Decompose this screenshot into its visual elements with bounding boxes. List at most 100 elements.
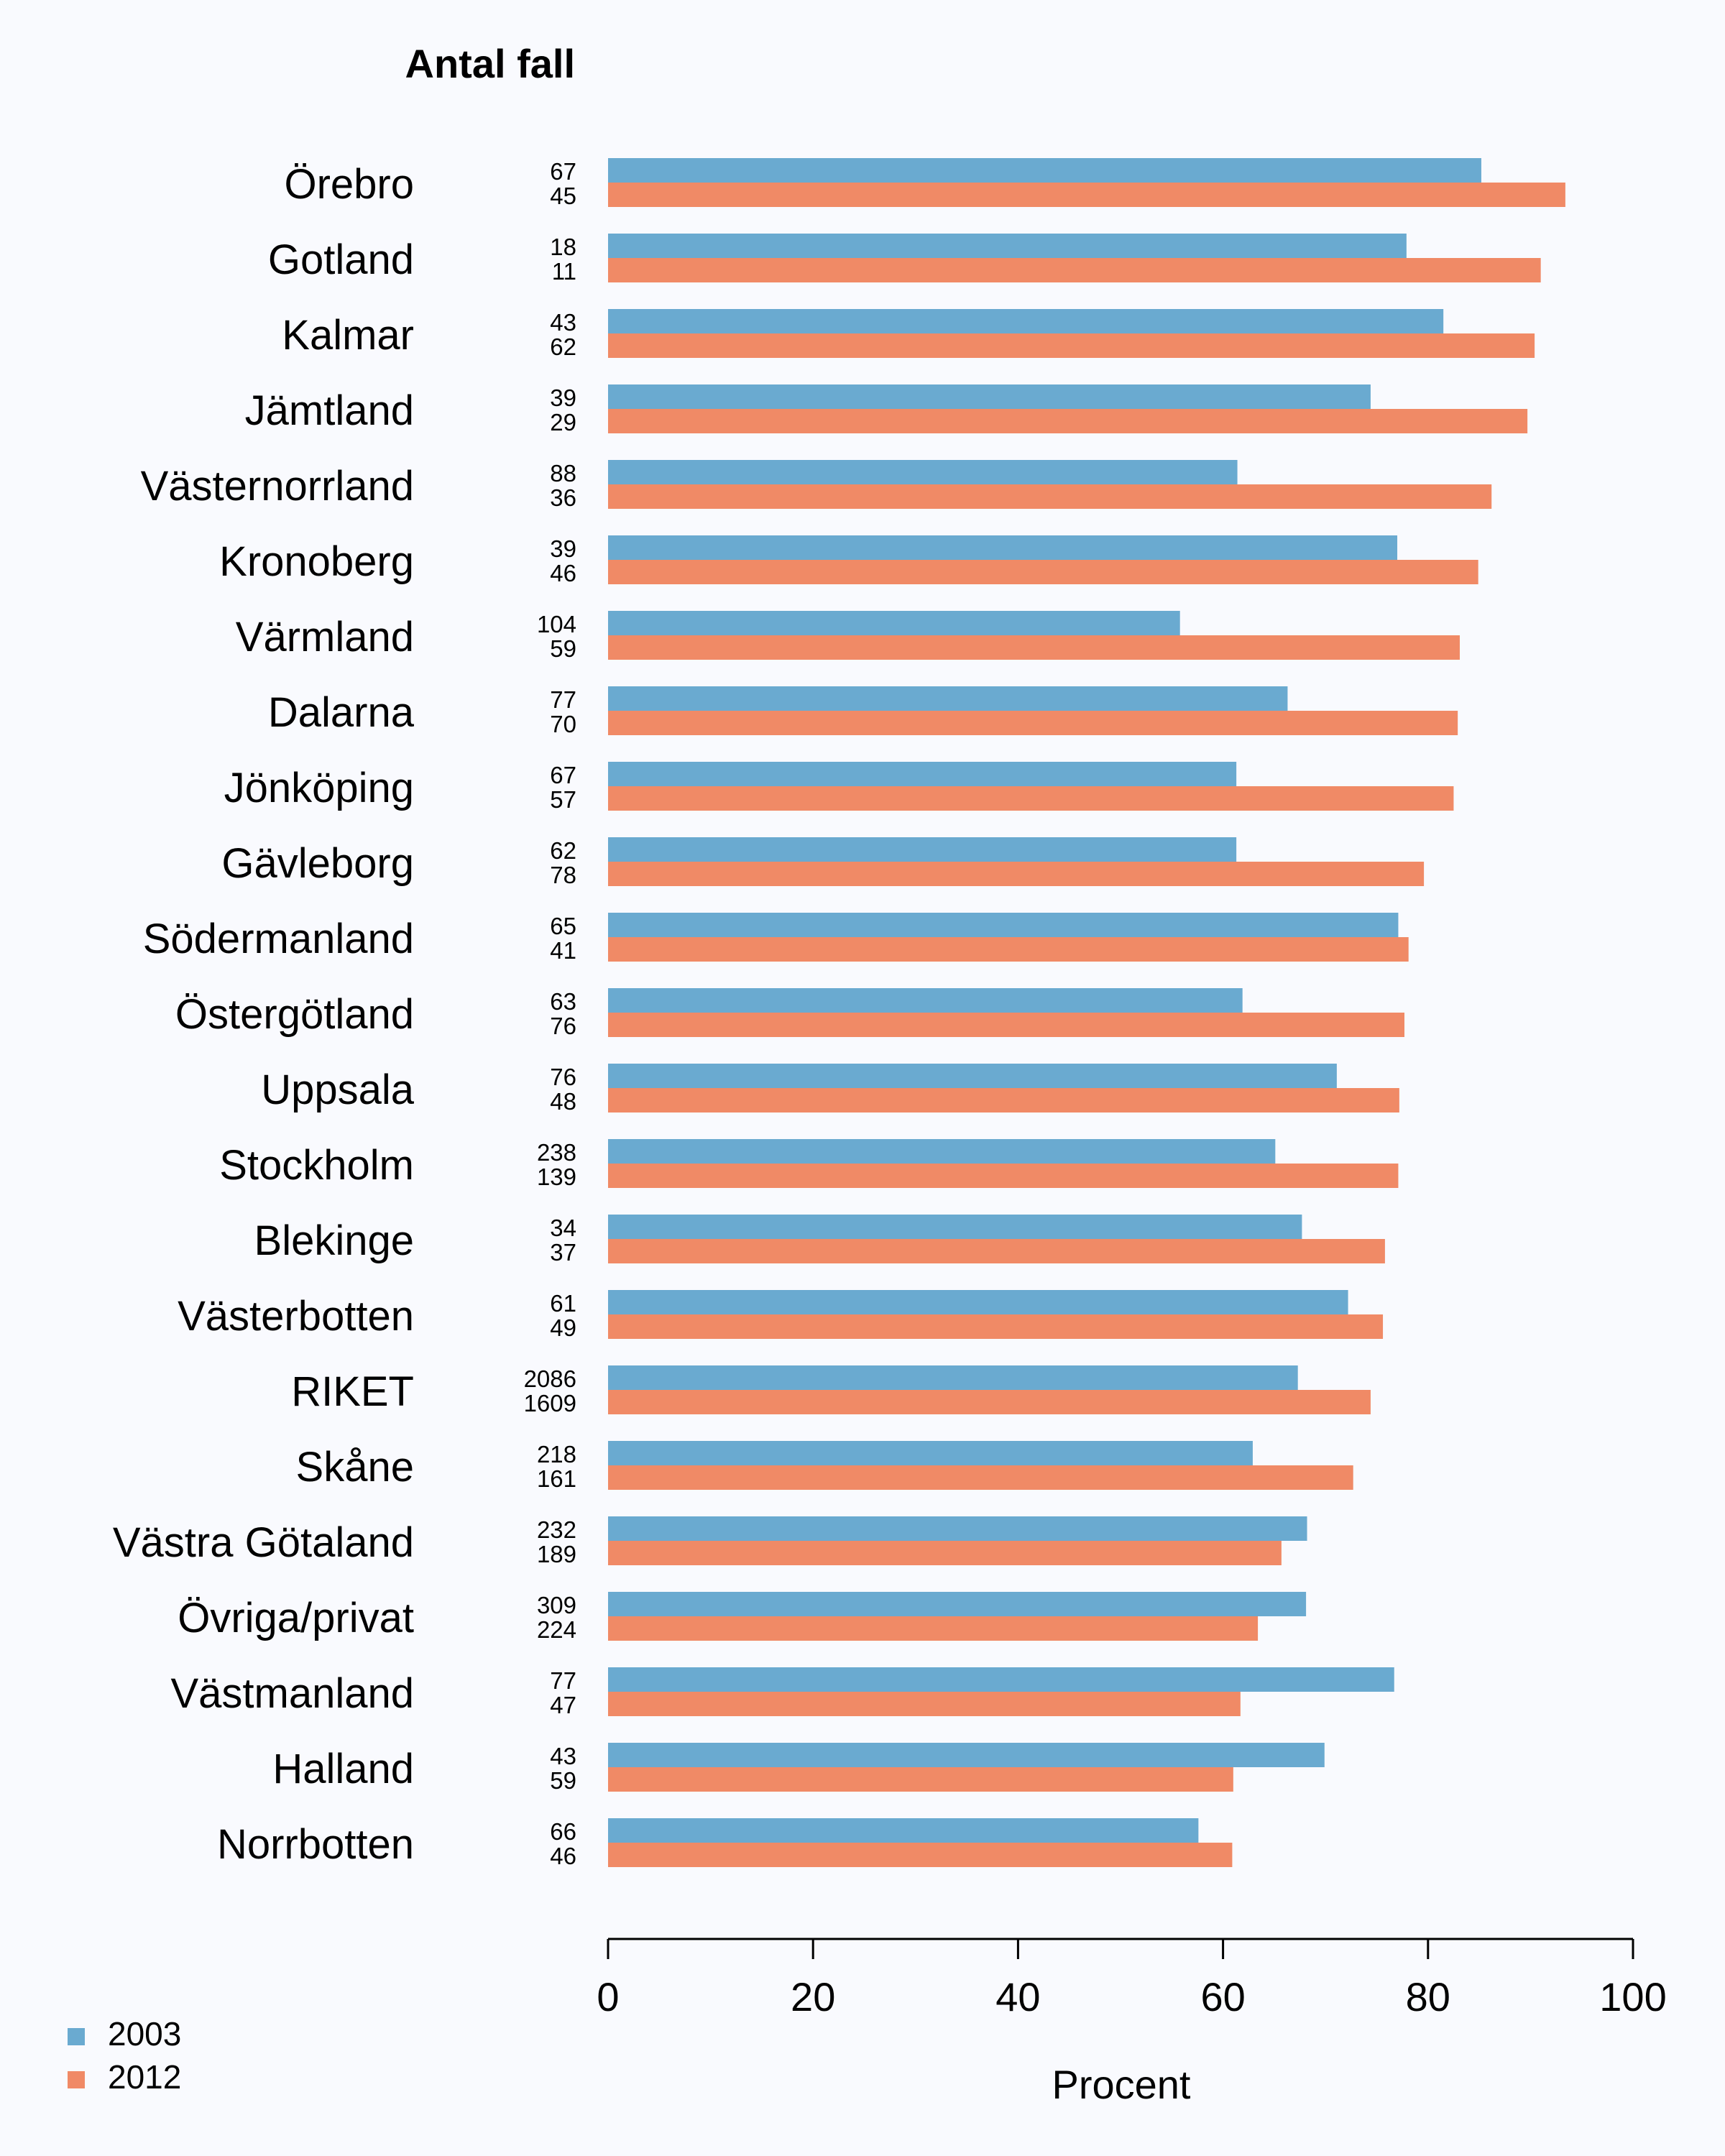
count-label-dalarna-2012: 70 [550,711,576,737]
count-label-västra-götaland-2012: 189 [537,1541,576,1567]
legend-swatch-2012 [68,2071,85,2088]
bar-jämtland-2003 [608,384,1371,409]
category-label-riket: RIKET [291,1368,414,1415]
count-label-jämtland-2012: 29 [550,409,576,436]
x-tick-label-40: 40 [995,1974,1040,2019]
count-label-västernorrland-2003: 88 [550,460,576,487]
bar-södermanland-2012 [608,937,1409,962]
count-label-östergötland-2003: 63 [550,988,576,1015]
x-axis-label: Procent [1052,2062,1191,2107]
count-label-jönköping-2012: 57 [550,786,576,813]
count-label-västernorrland-2012: 36 [550,484,576,511]
count-label-blekinge-2012: 37 [550,1239,576,1266]
count-label-värmland-2012: 59 [550,635,576,662]
category-label-kalmar: Kalmar [282,312,414,359]
category-label-gävleborg: Gävleborg [221,840,414,887]
bar-jämtland-2012 [608,409,1528,433]
category-label-dalarna: Dalarna [268,689,415,736]
count-label-skåne-2012: 161 [537,1465,576,1492]
category-label-kronoberg: Kronoberg [219,538,414,585]
count-label-norrbotten-2003: 66 [550,1818,576,1845]
bar-skåne-2012 [608,1465,1353,1490]
count-label-kalmar-2003: 43 [550,309,576,336]
count-label-örebro-2012: 45 [550,183,576,209]
count-label-gävleborg-2003: 62 [550,837,576,864]
bar-kronoberg-2012 [608,560,1478,584]
count-label-värmland-2003: 104 [537,611,576,637]
count-label-kronoberg-2003: 39 [550,535,576,562]
bar-östergötland-2012 [608,1013,1405,1037]
category-label-jönköping: Jönköping [224,765,414,811]
count-label-örebro-2003: 67 [550,158,576,185]
count-label-jämtland-2003: 39 [550,384,576,411]
bar-uppsala-2003 [608,1064,1337,1088]
count-label-stockholm-2012: 139 [537,1164,576,1190]
category-label-örebro: Örebro [284,161,414,208]
count-label-gotland-2012: 11 [552,258,576,285]
x-axis: 0 20 40 60 80 100 [597,1938,1667,2019]
bar-halland-2012 [608,1767,1233,1792]
bar-stockholm-2003 [608,1139,1276,1164]
category-label-uppsala: Uppsala [261,1067,415,1113]
legend-label-2012: 2012 [108,2058,181,2096]
count-label-gotland-2003: 18 [550,234,576,260]
category-label-övriga-privat: Övriga/privat [178,1595,414,1641]
bar-gävleborg-2003 [608,837,1237,862]
category-label-jämtland: Jämtland [245,387,414,434]
bar-norrbotten-2012 [608,1843,1233,1867]
x-tick-label-80: 80 [1406,1974,1450,2019]
count-label-gävleborg-2012: 78 [550,862,576,888]
count-label-kronoberg-2012: 46 [550,560,576,586]
category-label-norrbotten: Norrbotten [217,1821,414,1868]
x-tick-label-0: 0 [597,1974,619,2019]
bar-kronoberg-2003 [608,535,1398,560]
bar-halland-2003 [608,1743,1325,1767]
count-label-jönköping-2003: 67 [550,762,576,788]
count-label-östergötland-2012: 76 [550,1013,576,1039]
bar-norrbotten-2003 [608,1818,1199,1843]
category-label-halland: Halland [272,1746,414,1792]
x-tick-label-60: 60 [1200,1974,1245,2019]
count-label-blekinge-2003: 34 [550,1215,576,1241]
count-label-södermanland-2012: 41 [550,937,576,964]
bar-gotland-2012 [608,258,1541,282]
bar-västra-götaland-2003 [608,1516,1307,1541]
count-label-västra-götaland-2003: 232 [537,1516,576,1543]
bar-riket-2003 [608,1365,1298,1390]
bar-värmland-2012 [608,635,1460,660]
category-label-västra-götaland: Västra Götaland [113,1519,414,1566]
count-label-riket-2012: 1609 [524,1390,576,1416]
bar-jönköping-2003 [608,762,1237,786]
count-label-riket-2003: 2086 [524,1365,576,1392]
bar-västernorrland-2012 [608,484,1492,509]
bar-riket-2012 [608,1390,1371,1414]
count-label-västmanland-2003: 77 [550,1667,576,1694]
x-tick-label-20: 20 [791,1974,835,2019]
bar-blekinge-2012 [608,1239,1385,1263]
bar-dalarna-2012 [608,711,1458,735]
category-label-södermanland: Södermanland [143,916,414,962]
count-label-skåne-2003: 218 [537,1441,576,1468]
count-label-övriga-privat-2012: 224 [537,1616,576,1643]
category-label-västmanland: Västmanland [170,1670,414,1717]
category-label-skåne: Skåne [296,1444,414,1491]
count-label-kalmar-2012: 62 [550,333,576,360]
count-label-dalarna-2003: 77 [550,686,576,713]
bar-övriga-privat-2003 [608,1592,1307,1616]
category-label-östergötland: Östergötland [175,991,414,1038]
bar-västmanland-2003 [608,1667,1394,1692]
bar-värmland-2003 [608,611,1180,635]
bar-skåne-2003 [608,1441,1253,1465]
category-label-gotland: Gotland [268,236,414,283]
bar-dalarna-2003 [608,686,1288,711]
bar-västerbotten-2012 [608,1314,1384,1339]
count-column-header: Antal fall [405,41,575,86]
legend: 2003 2012 [68,2015,181,2096]
bar-gotland-2003 [608,234,1407,258]
count-label-halland-2012: 59 [550,1767,576,1794]
bar-västernorrland-2003 [608,460,1238,484]
bar-blekinge-2003 [608,1215,1302,1239]
count-label-stockholm-2003: 238 [537,1139,576,1166]
